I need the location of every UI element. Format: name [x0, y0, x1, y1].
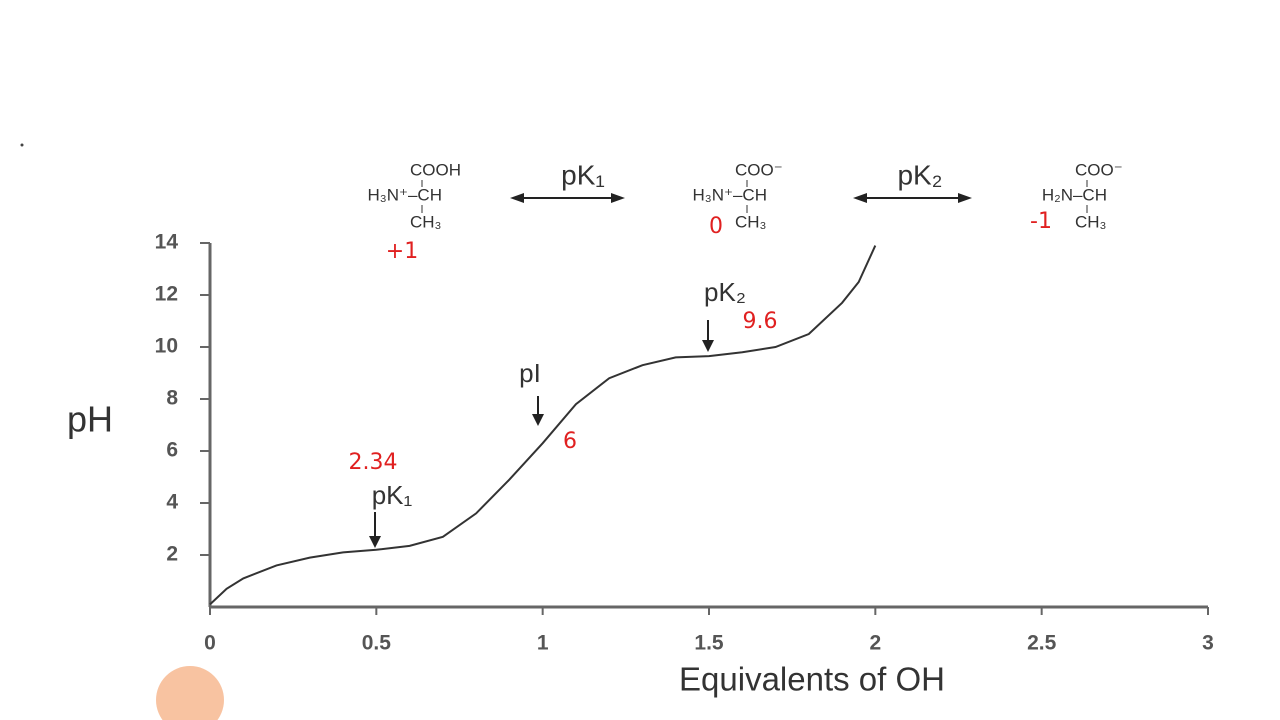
arrow-head: [702, 340, 714, 352]
handwritten-note: +1: [386, 239, 418, 264]
x-tick-label: 3: [1202, 632, 1214, 655]
arrow-head: [853, 193, 867, 203]
arrow-head: [369, 536, 381, 548]
y-tick-label: 8: [166, 387, 178, 410]
y-tick-label: 2: [166, 543, 178, 566]
structure-top: COO⁻: [735, 160, 783, 179]
y-tick-label: 14: [155, 231, 179, 254]
arrow-head: [532, 414, 544, 426]
arrow-head: [510, 193, 524, 203]
equilibrium-label: pK₁: [561, 159, 605, 190]
structure-top: COO⁻: [1075, 160, 1123, 179]
x-tick-label: 0.5: [362, 632, 392, 655]
handwritten-note: 0: [709, 214, 723, 239]
handwritten-note: 2.34: [349, 450, 398, 475]
handwritten-note: -1: [1030, 209, 1052, 234]
arrow-head: [611, 193, 625, 203]
structure-mid: H₃N⁺–CH: [368, 185, 442, 204]
x-tick-label: 1: [537, 632, 549, 655]
structure-bottom: CH₃: [410, 212, 441, 231]
x-tick-label: 0: [204, 632, 216, 655]
structure-bottom: CH₃: [1075, 212, 1106, 231]
handwritten-note: 9.6: [743, 309, 778, 334]
arrow-head: [958, 193, 972, 203]
dot: [20, 143, 24, 147]
annotation: pK₁: [372, 480, 413, 510]
annotation: pK₂: [704, 277, 746, 307]
x-axis-label: Equivalents of OH: [679, 661, 945, 698]
y-tick-label: 6: [166, 439, 178, 462]
y-axis-label: pH: [67, 399, 113, 440]
y-tick-label: 10: [155, 335, 178, 358]
x-tick-label: 2: [869, 632, 881, 655]
x-tick-label: 2.5: [1027, 632, 1057, 655]
equilibrium-label: pK₂: [897, 159, 942, 190]
structure-mid: H₃N⁺–CH: [693, 185, 767, 204]
structure-bottom: CH₃: [735, 212, 766, 231]
handwritten-note: 6: [563, 429, 577, 454]
overlay-button[interactable]: [156, 666, 224, 720]
x-tick-label: 1.5: [694, 632, 724, 655]
y-tick-label: 4: [166, 491, 178, 514]
titration-curve: [209, 245, 877, 606]
annotation: pI: [519, 358, 541, 388]
structure-top: COOH: [410, 160, 461, 179]
y-tick-label: 12: [155, 283, 178, 306]
structure-mid: H₂N–CH: [1042, 185, 1107, 204]
